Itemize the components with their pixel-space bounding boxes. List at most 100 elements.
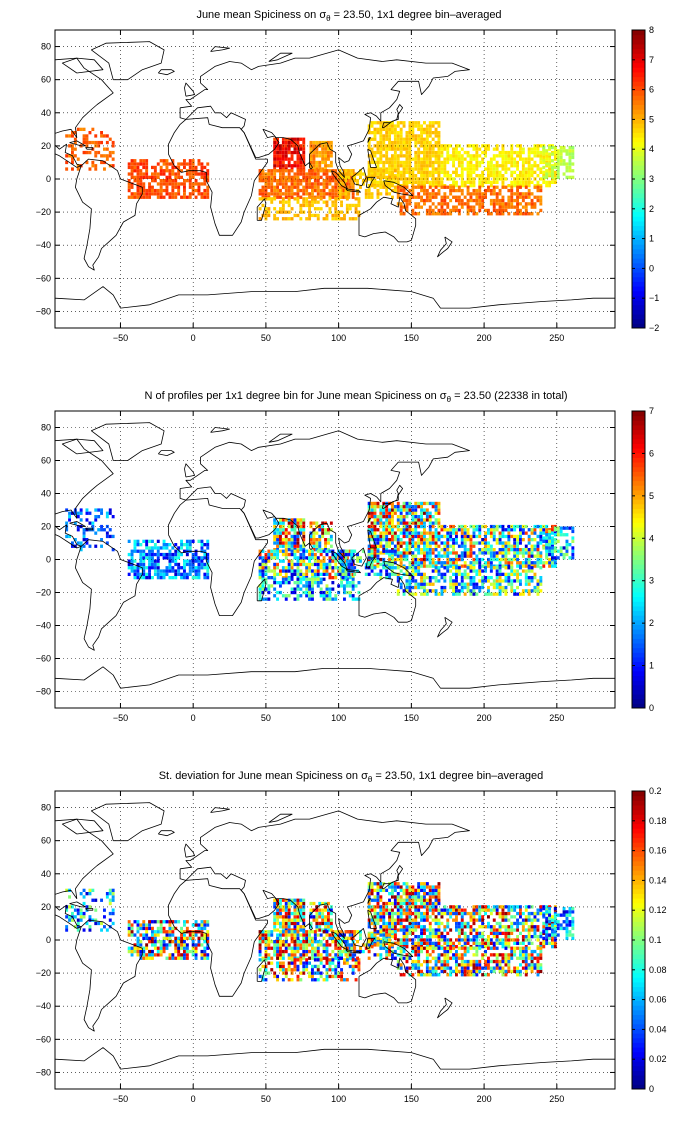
data-cell xyxy=(302,899,305,902)
data-cell xyxy=(276,912,279,915)
data-cell xyxy=(490,576,493,579)
data-cell xyxy=(516,189,519,192)
data-cell xyxy=(276,928,279,931)
data-cell xyxy=(382,522,385,525)
data-cell xyxy=(507,532,510,535)
data-cell xyxy=(273,594,276,597)
data-cell xyxy=(368,550,371,553)
data-cell xyxy=(77,158,80,161)
data-cell xyxy=(279,148,282,151)
data-cell xyxy=(315,522,318,525)
data-cell xyxy=(400,583,403,586)
data-cell xyxy=(397,158,400,161)
data-cell xyxy=(180,933,183,936)
data-cell xyxy=(276,535,279,538)
data-cell xyxy=(201,566,204,569)
data-cell xyxy=(449,535,452,538)
data-cell xyxy=(109,535,112,538)
data-cell xyxy=(355,197,358,200)
data-cell xyxy=(391,573,394,576)
data-cells xyxy=(65,882,574,981)
data-cell xyxy=(569,543,572,546)
data-cell xyxy=(502,161,505,164)
data-cell xyxy=(502,186,505,189)
data-cell xyxy=(400,131,403,134)
data-cell xyxy=(423,561,426,564)
data-cell xyxy=(487,561,490,564)
data-cell xyxy=(516,551,519,554)
data-cell xyxy=(569,162,572,165)
data-cell xyxy=(267,560,270,563)
data-cell xyxy=(142,172,145,175)
data-cell xyxy=(106,141,109,144)
data-cell xyxy=(180,543,183,546)
data-cell xyxy=(273,207,276,210)
data-cell xyxy=(473,177,476,180)
data-cell xyxy=(203,576,206,579)
data-cell xyxy=(342,569,345,572)
data-cell xyxy=(470,158,473,161)
data-cell xyxy=(411,167,414,170)
data-cell xyxy=(417,154,420,157)
data-cell xyxy=(388,167,391,170)
data-cell xyxy=(323,569,326,572)
data-cell xyxy=(467,202,470,205)
data-cell xyxy=(195,560,198,563)
data-cell xyxy=(487,186,490,189)
data-cell xyxy=(397,566,400,569)
data-cell xyxy=(302,528,305,531)
data-cell xyxy=(496,181,499,184)
data-cell xyxy=(374,179,377,182)
data-cell xyxy=(516,569,519,572)
data-cell xyxy=(186,943,189,946)
data-cell xyxy=(128,172,131,175)
data-cell xyxy=(349,204,352,207)
data-cell xyxy=(288,186,291,189)
data-cell xyxy=(285,151,288,154)
data-cell xyxy=(109,508,112,511)
data-cell xyxy=(317,201,320,204)
data-cell xyxy=(201,927,204,930)
data-cell xyxy=(259,576,262,579)
data-cell xyxy=(297,563,300,566)
data-cell xyxy=(297,550,300,553)
data-cell xyxy=(507,158,510,161)
data-cell xyxy=(458,196,461,199)
data-cell xyxy=(327,915,330,918)
data-cell xyxy=(531,151,534,154)
colorbar-tick-label: 0 xyxy=(649,703,654,713)
data-cell xyxy=(171,930,174,933)
data-cell xyxy=(317,176,320,179)
data-cell xyxy=(103,925,106,928)
data-cell xyxy=(403,593,406,596)
data-cell xyxy=(414,134,417,137)
data-cell xyxy=(496,196,499,199)
data-cell xyxy=(166,169,169,172)
data-cell xyxy=(294,573,297,576)
data-cell xyxy=(137,576,140,579)
data-cell xyxy=(429,535,432,538)
data-cell xyxy=(288,189,291,192)
data-cell xyxy=(177,950,180,953)
data-cell xyxy=(417,192,420,195)
data-cell xyxy=(100,922,103,925)
data-cell xyxy=(288,141,291,144)
data-cell xyxy=(473,541,476,544)
data-cell xyxy=(403,124,406,127)
data-cell xyxy=(359,172,362,175)
data-cell xyxy=(282,179,285,182)
data-cell xyxy=(446,538,449,541)
data-cell xyxy=(403,515,406,518)
data-cell xyxy=(305,197,308,200)
data-cell xyxy=(478,199,481,202)
data-cell xyxy=(426,161,429,164)
data-cell xyxy=(420,189,423,192)
data-cell xyxy=(426,151,429,154)
data-cell xyxy=(391,528,394,531)
data-cell xyxy=(148,923,151,926)
data-cell xyxy=(329,192,332,195)
data-cell xyxy=(510,566,513,569)
data-cell xyxy=(302,169,305,172)
data-cell xyxy=(329,182,332,185)
data-cell xyxy=(326,584,329,587)
